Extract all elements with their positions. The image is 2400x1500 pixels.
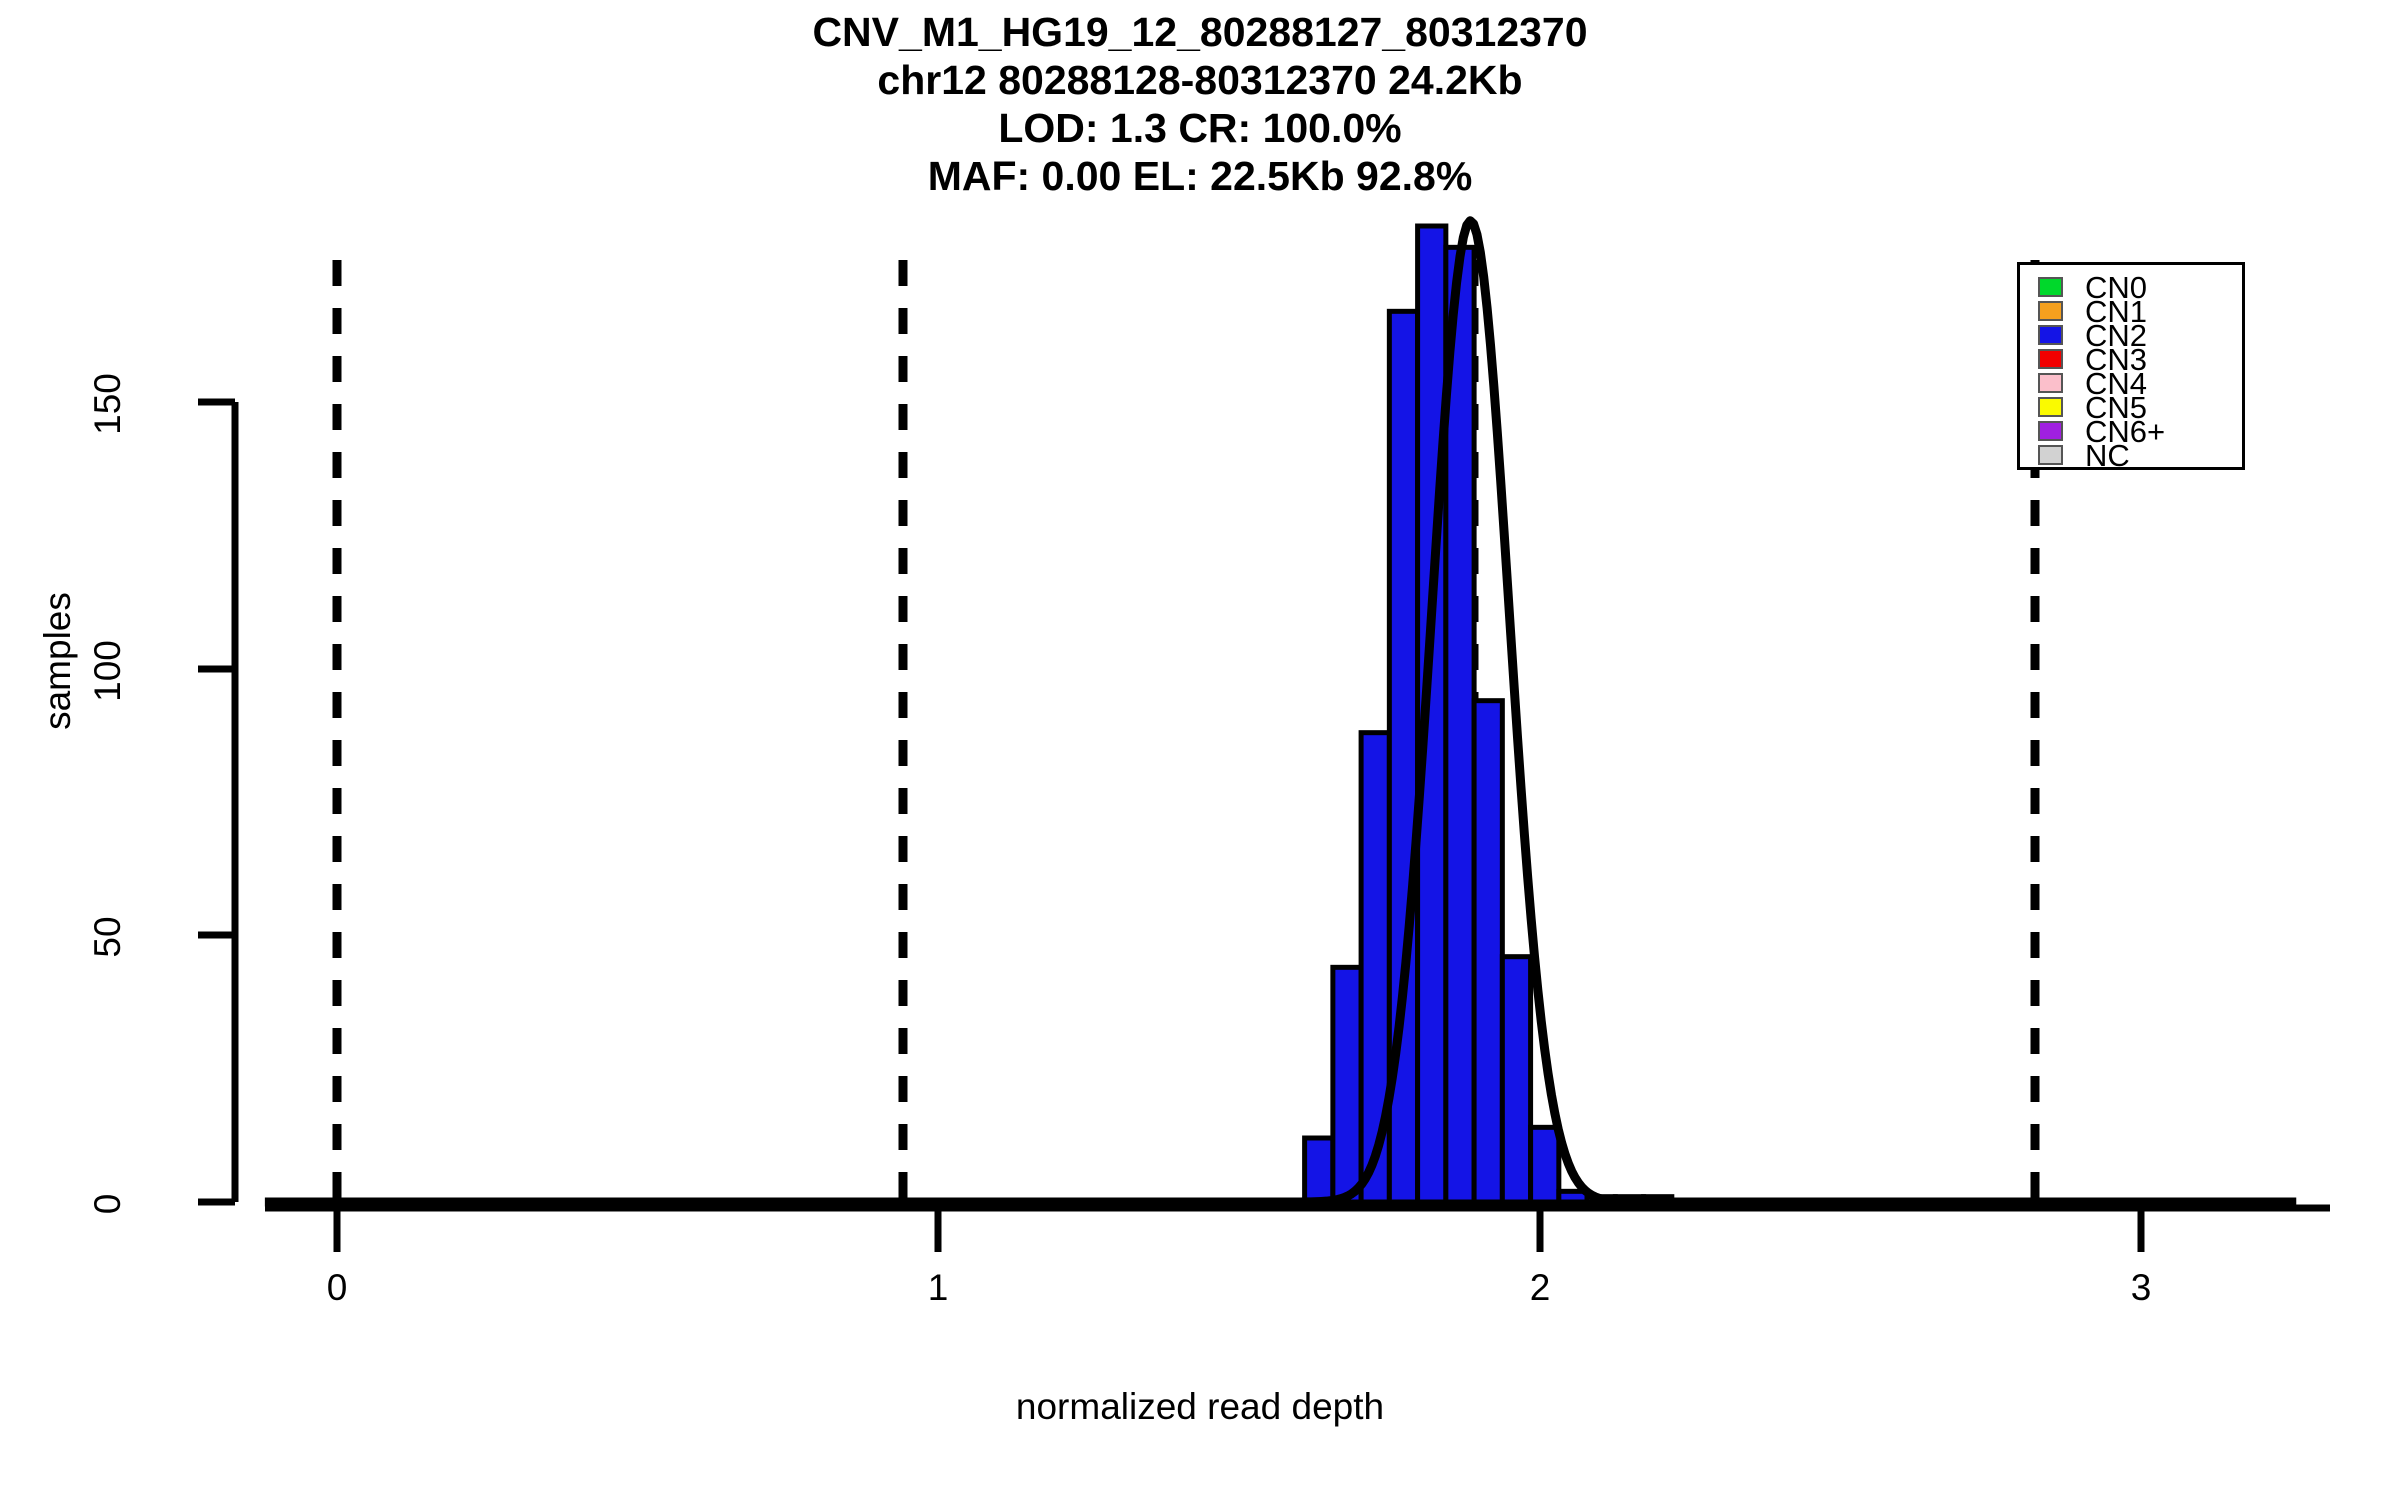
- legend-item-cn1[interactable]: CN1: [2038, 296, 2242, 327]
- legend-swatch-cn4: [2038, 373, 2063, 393]
- density-curve: [263, 216, 2298, 1207]
- legend-item-cn3[interactable]: CN3: [2038, 344, 2242, 375]
- legend-item-cn0[interactable]: CN0: [2038, 272, 2242, 303]
- title-line-1: CNV_M1_HG19_12_80288127_80312370: [812, 9, 1588, 55]
- legend-label-cn4: CN4: [2085, 365, 2148, 401]
- cn-centroid-dashed-lines: [332, 260, 2040, 1208]
- legend-label-cn2: CN2: [2085, 317, 2148, 353]
- legend-label-cn6plus: CN6+: [2085, 413, 2166, 449]
- histogram-bar: [1302, 1135, 1336, 1205]
- legend-label-cn5: CN5: [2085, 389, 2148, 425]
- legend-label-cn1: CN1: [2085, 293, 2148, 329]
- legend-item-cn6plus[interactable]: CN6+: [2038, 416, 2242, 447]
- y-tick-label-150: 150: [87, 373, 128, 435]
- y-tick-label-100: 100: [87, 640, 128, 702]
- x-axis-label: normalized read depth: [1015, 1386, 1385, 1427]
- legend-label-nc: NC: [2085, 437, 2130, 473]
- x-tick-label-3: 3: [2130, 1267, 2152, 1308]
- legend-swatch-cn0: [2038, 277, 2063, 297]
- title-line-3: LOD: 1.3 CR: 100.0%: [998, 105, 1402, 151]
- legend-label-cn0: CN0: [2085, 269, 2148, 305]
- x-tick-label-2: 2: [1529, 1267, 1551, 1308]
- histogram-bar: [1330, 964, 1364, 1205]
- legend-swatch-nc: [2038, 445, 2063, 465]
- legend-swatch-cn6plus: [2038, 421, 2063, 441]
- x-tick-label-1: 1: [927, 1267, 949, 1308]
- legend-swatch-cn1: [2038, 301, 2063, 321]
- legend-label-cn3: CN3: [2085, 341, 2148, 377]
- x-axis: [265, 1204, 2330, 1252]
- legend: CN0 CN1 CN2 CN3 CN4 CN5 CN6+ NC: [2017, 262, 2245, 471]
- title-line-4: MAF: 0.00 EL: 22.5Kb 92.8%: [927, 153, 1473, 199]
- legend-swatch-cn5: [2038, 397, 2063, 417]
- histogram-bar: [1528, 1124, 1562, 1205]
- legend-swatch-cn3: [2038, 349, 2063, 369]
- legend-item-cn4[interactable]: CN4: [2038, 368, 2242, 399]
- y-tick-label-50: 50: [87, 916, 128, 958]
- legend-swatch-cn2: [2038, 325, 2063, 345]
- histogram-bars: [1302, 223, 1675, 1205]
- x-tick-label-0: 0: [326, 1267, 348, 1308]
- title-line-2: chr12 80288128-80312370 24.2Kb: [877, 57, 1523, 103]
- legend-item-cn5[interactable]: CN5: [2038, 392, 2242, 423]
- legend-item-nc[interactable]: NC: [2038, 440, 2242, 471]
- y-axis: [198, 398, 239, 1206]
- legend-item-cn2[interactable]: CN2: [2038, 320, 2242, 351]
- chart-title: CNV_M1_HG19_12_80288127_80312370 chr12 8…: [0, 8, 2400, 200]
- histogram-bar: [1471, 698, 1505, 1205]
- y-tick-label-0: 0: [87, 1193, 128, 1215]
- histogram-bar: [1499, 954, 1534, 1205]
